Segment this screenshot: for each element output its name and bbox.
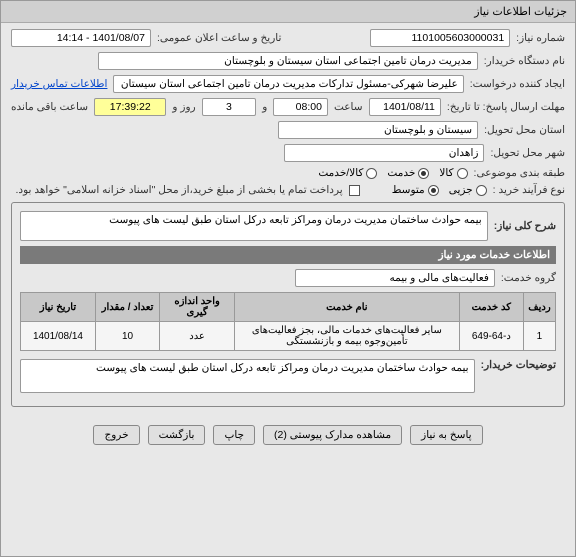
deadline-label: مهلت ارسال پاسخ: تا تاریخ:: [447, 101, 565, 113]
row-service-group: گروه خدمت: فعالیت‌های مالی و بیمه: [20, 269, 556, 287]
treasury-checkbox[interactable]: [349, 185, 360, 196]
city-label: شهر محل تحویل:: [490, 147, 565, 159]
row-buyer-org: نام دستگاه خریدار: مدیریت درمان تامین اج…: [11, 52, 565, 70]
table-header: کد خدمت: [459, 293, 523, 322]
province-label: استان محل تحویل:: [484, 124, 565, 136]
contact-link[interactable]: اطلاعات تماس خریدار: [11, 78, 107, 90]
services-header: اطلاعات خدمات مورد نیاز: [20, 246, 556, 264]
row-creator: ایجاد کننده درخواست: علیرضا شهرکی-مسئول …: [11, 75, 565, 93]
row-category: طبقه بندی موضوعی: کالا خدمت کالا/خدمت: [11, 167, 565, 179]
remaining-label: ساعت باقی مانده: [11, 101, 88, 113]
exit-button[interactable]: خروج: [93, 425, 139, 445]
row-city: شهر محل تحویل: زاهدان: [11, 144, 565, 162]
services-table: ردیفکد خدمتنام خدمتواحد اندازه گیریتعداد…: [20, 292, 556, 351]
print-button[interactable]: چاپ: [213, 425, 255, 445]
respond-button[interactable]: پاسخ به نیاز: [410, 425, 482, 445]
buyer-org-value: مدیریت درمان تامین اجتماعی استان سیستان …: [98, 52, 478, 70]
table-row: 1د-64-649سایر فعالیت‌های خدمات مالی، بجز…: [21, 322, 556, 351]
table-cell: 10: [95, 322, 159, 351]
announce-time-value: 1401/08/07 - 14:14: [11, 29, 151, 47]
and-label: و: [262, 101, 267, 113]
days-remaining: 3: [202, 98, 257, 116]
creator-value: علیرضا شهرکی-مسئول تدارکات مدیریت درمان …: [113, 75, 463, 93]
table-header: واحد اندازه گیری: [160, 293, 235, 322]
radio-minor[interactable]: جزیی: [449, 184, 487, 196]
attachments-button[interactable]: مشاهده مدارک پیوستی (2): [263, 425, 402, 445]
row-need-no: شماره نیاز: 1101005603000031 تاریخ و ساع…: [11, 29, 565, 47]
description-label: شرح کلی نیاز:: [494, 220, 556, 232]
row-description: شرح کلی نیاز: بیمه حوادث ساختمان مدیریت …: [20, 211, 556, 241]
table-cell: د-64-649: [459, 322, 523, 351]
back-button[interactable]: بازگشت: [148, 425, 206, 445]
time-label: ساعت: [334, 101, 363, 113]
buyer-notes-value: بیمه حوادث ساختمان مدیریت درمان ومراکز ت…: [20, 359, 475, 393]
radio-goods[interactable]: کالا: [439, 167, 467, 179]
table-cell: 1401/08/14: [21, 322, 96, 351]
row-deadline: مهلت ارسال پاسخ: تا تاریخ: 1401/08/11 سا…: [11, 98, 565, 116]
need-no-label: شماره نیاز:: [516, 32, 565, 44]
buyer-notes-label: توضیحات خریدار:: [481, 359, 556, 371]
need-no-value: 1101005603000031: [370, 29, 510, 47]
table-header: نام خدمت: [235, 293, 460, 322]
row-process: نوع فرآیند خرید : جزیی متوسط پرداخت تمام…: [11, 184, 565, 196]
time-remaining: 17:39:22: [94, 98, 166, 116]
row-buyer-notes: توضیحات خریدار: بیمه حوادث ساختمان مدیری…: [20, 359, 556, 393]
category-radio-group: کالا خدمت کالا/خدمت: [318, 167, 467, 179]
city-value: زاهدان: [284, 144, 484, 162]
announce-time-label: تاریخ و ساعت اعلان عمومی:: [157, 32, 281, 44]
table-header: ردیف: [523, 293, 555, 322]
creator-label: ایجاد کننده درخواست:: [470, 78, 565, 90]
table-header: تاریخ نیاز: [21, 293, 96, 322]
row-province: استان محل تحویل: سیستان و بلوچستان: [11, 121, 565, 139]
radio-medium[interactable]: متوسط: [392, 184, 439, 196]
process-label: نوع فرآیند خرید :: [493, 184, 565, 196]
radio-service[interactable]: خدمت: [387, 167, 429, 179]
deadline-time: 08:00: [273, 98, 328, 116]
table-cell: سایر فعالیت‌های خدمات مالی، بجز فعالیت‌ه…: [235, 322, 460, 351]
table-cell: 1: [523, 322, 555, 351]
table-header: تعداد / مقدار: [95, 293, 159, 322]
service-group-label: گروه خدمت:: [501, 272, 556, 284]
deadline-date: 1401/08/11: [369, 98, 441, 116]
days-label: روز و: [172, 101, 195, 113]
title-bar: جزئیات اطلاعات نیاز: [1, 1, 575, 23]
buyer-org-label: نام دستگاه خریدار:: [484, 55, 565, 67]
radio-both[interactable]: کالا/خدمت: [318, 167, 377, 179]
table-cell: عدد: [160, 322, 235, 351]
province-value: سیستان و بلوچستان: [278, 121, 478, 139]
button-row: پاسخ به نیاز مشاهده مدارک پیوستی (2) چاپ…: [11, 419, 565, 451]
content-area: شماره نیاز: 1101005603000031 تاریخ و ساع…: [1, 23, 575, 457]
description-box: شرح کلی نیاز: بیمه حوادث ساختمان مدیریت …: [11, 202, 565, 407]
dialog-window: جزئیات اطلاعات نیاز شماره نیاز: 11010056…: [0, 0, 576, 557]
description-value: بیمه حوادث ساختمان مدیریت درمان ومراکز ت…: [20, 211, 488, 241]
service-group-value: فعالیت‌های مالی و بیمه: [295, 269, 495, 287]
payment-note: پرداخت تمام یا بخشی از مبلغ خرید،از محل …: [16, 184, 343, 196]
window-title: جزئیات اطلاعات نیاز: [474, 6, 567, 18]
category-label: طبقه بندی موضوعی:: [474, 167, 565, 179]
process-radio-group: جزیی متوسط: [392, 184, 487, 196]
